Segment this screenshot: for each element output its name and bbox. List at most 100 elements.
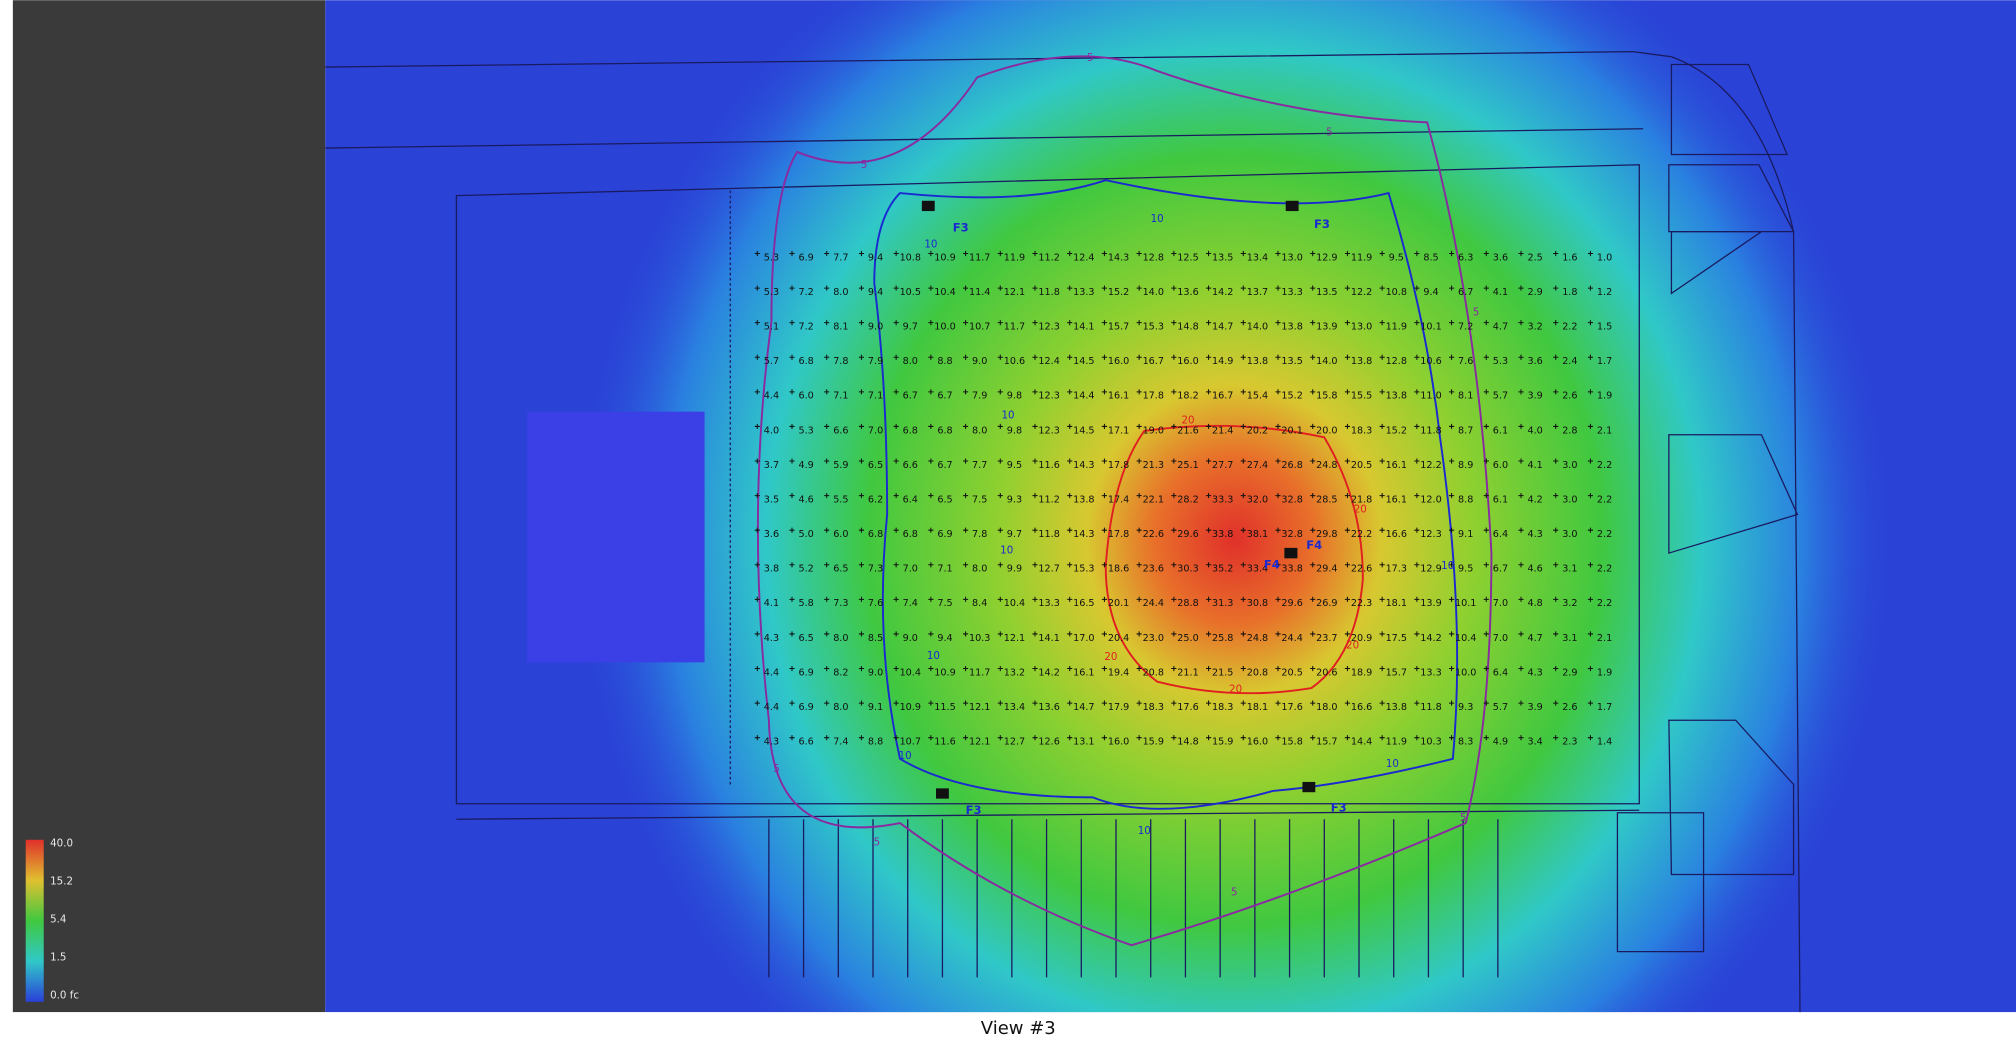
calc-point — [1483, 700, 1489, 706]
grid-value: 6.0 — [1493, 460, 1508, 471]
grid-value: 16.1 — [1108, 391, 1129, 402]
grid-value: 6.8 — [798, 356, 813, 367]
grid-value: 10.1 — [1420, 322, 1441, 333]
grid-value: 12.3 — [1038, 322, 1059, 333]
calc-point — [963, 700, 969, 706]
grid-value: 18.1 — [1386, 598, 1407, 609]
calc-point — [1344, 735, 1350, 741]
calc-point — [789, 700, 795, 706]
legend-label: 15.2 — [50, 876, 73, 888]
calc-point — [1553, 493, 1559, 499]
grid-value: 14.4 — [1351, 737, 1372, 748]
calc-point — [1344, 285, 1350, 291]
grid-value: 7.8 — [833, 356, 848, 367]
calc-point — [1206, 250, 1212, 257]
grid-value: 13.3 — [1038, 598, 1059, 609]
grid-value: 20.0 — [1316, 425, 1337, 436]
grid-value: 15.9 — [1212, 737, 1233, 748]
grid-value: 8.2 — [833, 667, 848, 678]
grid-value: 38.1 — [1247, 529, 1268, 540]
calc-point — [928, 562, 934, 568]
calc-point — [893, 631, 899, 637]
grid-value: 20.9 — [1351, 633, 1372, 644]
grid-value: 8.0 — [833, 633, 848, 644]
grid-value: 3.0 — [1562, 460, 1577, 471]
grid-value: 13.3 — [1420, 667, 1441, 678]
grid-value: 17.8 — [1108, 460, 1129, 471]
calc-point — [1483, 631, 1489, 637]
calc-point — [1587, 562, 1594, 568]
grid-value: 5.5 — [833, 494, 848, 505]
calc-point — [1483, 596, 1489, 602]
grid-value: 5.7 — [1493, 702, 1508, 713]
calc-point — [1587, 423, 1594, 430]
calc-point — [1483, 423, 1489, 430]
contour-label: 5 — [1231, 887, 1238, 899]
calc-point — [1379, 735, 1385, 741]
calc-point — [754, 389, 760, 395]
calc-point — [893, 389, 899, 395]
calc-point — [754, 423, 760, 430]
grid-value: 3.6 — [1527, 356, 1542, 367]
calc-point — [997, 354, 1003, 360]
calc-point — [1449, 631, 1455, 637]
caption: View #3 — [981, 1018, 1056, 1038]
grid-value: 14.3 — [1073, 460, 1094, 471]
calc-point — [1379, 527, 1385, 533]
calc-point — [1275, 320, 1281, 326]
grid-value: 12.9 — [1316, 252, 1337, 263]
grid-value: 33.8 — [1281, 564, 1302, 575]
calc-point — [1032, 493, 1038, 499]
grid-value: 6.5 — [868, 460, 883, 471]
calc-point — [1275, 665, 1281, 672]
grid-value: 1.9 — [1597, 667, 1612, 678]
grid-value: 13.5 — [1316, 287, 1337, 298]
calc-point — [1032, 354, 1038, 360]
grid-value: 6.4 — [903, 494, 918, 505]
calc-point — [1206, 700, 1212, 706]
calc-point — [1414, 423, 1420, 430]
grid-value: 6.9 — [798, 252, 813, 263]
grid-value: 35.2 — [1212, 564, 1233, 575]
grid-value: 14.2 — [1038, 667, 1059, 678]
grid-value: 24.8 — [1316, 460, 1337, 471]
grid-value: 17.5 — [1386, 633, 1407, 644]
calc-point — [1518, 493, 1524, 499]
calc-point — [928, 320, 934, 326]
calc-point — [1553, 735, 1559, 741]
grid-value: 12.9 — [1420, 564, 1441, 575]
calc-point — [824, 493, 830, 499]
calc-point — [1136, 631, 1142, 637]
calc-point — [1518, 596, 1524, 602]
calc-point — [1101, 493, 1107, 499]
grid-value: 12.6 — [1038, 737, 1059, 748]
calc-point — [1240, 527, 1246, 533]
grid-value: 6.9 — [798, 702, 813, 713]
calc-point — [893, 458, 899, 464]
calc-point — [858, 562, 865, 568]
grid-value: 6.8 — [868, 529, 883, 540]
grid-value: 10.7 — [900, 737, 921, 748]
grid-value: 6.2 — [868, 494, 883, 505]
calc-point — [1518, 285, 1524, 291]
value-grid: 5.3 6.9 7.7 9.4 10.8 10.9 11.7 11.9 11.2 12.4 14.3… — [754, 250, 1612, 748]
grid-value: 2.3 — [1562, 737, 1577, 748]
contour-label: 20 — [1229, 683, 1242, 695]
calc-point — [1379, 631, 1385, 637]
grid-value: 8.4 — [972, 598, 987, 609]
grid-value: 13.5 — [1212, 252, 1233, 263]
grid-value: 9.3 — [1458, 702, 1473, 713]
grid-value: 13.8 — [1073, 494, 1094, 505]
calc-point — [963, 735, 969, 741]
calc-point — [1344, 458, 1350, 464]
calc-point — [1310, 458, 1316, 464]
grid-value: 12.8 — [1143, 252, 1164, 263]
grid-value: 16.0 — [1108, 356, 1129, 367]
grid-value: 18.1 — [1247, 702, 1268, 713]
grid-value: 19.0 — [1143, 425, 1164, 436]
grid-value: 10.6 — [1420, 356, 1441, 367]
grid-value: 7.8 — [972, 529, 987, 540]
grid-value: 16.1 — [1386, 494, 1407, 505]
calc-point — [1206, 562, 1212, 568]
grid-value: 9.7 — [1007, 529, 1022, 540]
